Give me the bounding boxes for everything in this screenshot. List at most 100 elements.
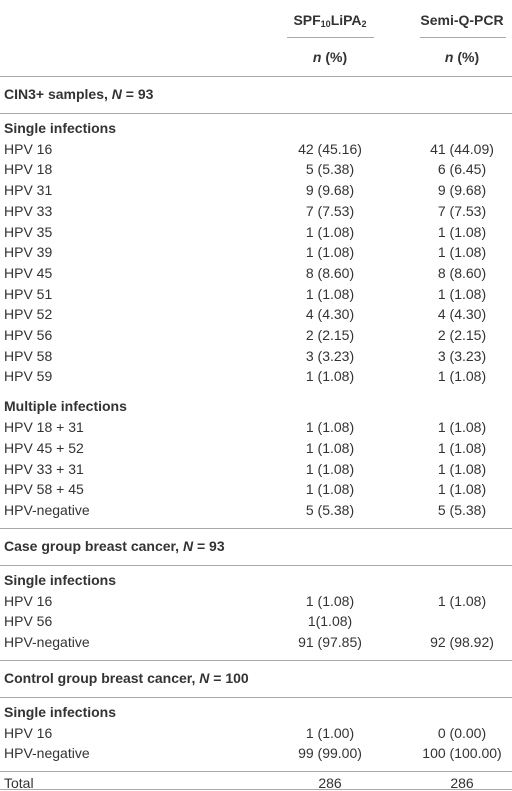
cell: 1 (1.08) <box>305 419 355 436</box>
rule-line <box>0 113 512 114</box>
unit-part: n <box>312 49 322 65</box>
row-label: HPV-negative <box>4 745 90 762</box>
row-label: HPV 56 <box>4 327 53 343</box>
cell: 41 (44.09) <box>430 140 494 157</box>
unit-header: n (%) <box>313 49 347 65</box>
cell: 1 (1.08) <box>437 285 487 302</box>
title-part: = 93 <box>121 86 154 102</box>
cell: 1 (1.08) <box>305 368 355 385</box>
row-label: HPV 45 <box>4 264 53 281</box>
cell: 2 (2.15) <box>305 327 355 343</box>
cell: 5 (5.38) <box>305 501 355 518</box>
cell: 5 (5.38) <box>437 501 487 518</box>
cell: 1 (1.08) <box>437 481 487 498</box>
cell: 7 (7.53) <box>437 202 487 219</box>
row-label: HPV 31 <box>4 182 53 199</box>
cell: 100 (100.00) <box>422 745 502 762</box>
rule-line <box>0 76 512 77</box>
cell: 4 (4.30) <box>305 306 355 323</box>
cell: 286 <box>450 775 474 791</box>
section-title: Case group breast cancer, N = 93 <box>4 538 225 554</box>
unit-part: n <box>444 49 454 65</box>
rule-line <box>0 564 512 566</box>
rule-line <box>0 660 512 661</box>
row-label: HPV 16 <box>4 724 53 741</box>
cell: 42 (45.16) <box>298 140 362 157</box>
cell: 9 (9.68) <box>305 182 355 199</box>
rule-line <box>420 37 506 38</box>
row-label: HPV 45 + 52 <box>4 439 84 456</box>
cell: 1 (1.08) <box>437 592 487 609</box>
group-title: Single infections <box>4 571 117 588</box>
cell: 1 (1.08) <box>437 439 487 456</box>
cell: 6 (6.45) <box>437 161 487 178</box>
cell: 9 (9.68) <box>437 182 487 199</box>
row-label: HPV 16 <box>4 140 53 157</box>
cell: 1 (1.08) <box>437 368 487 385</box>
row-label: HPV 18 + 31 <box>4 419 84 436</box>
row-label: HPV 33 <box>4 202 53 219</box>
cell: 7 (7.53) <box>305 202 355 219</box>
title-part: N <box>182 537 194 554</box>
section-title: Control group breast cancer, N = 100 <box>4 670 249 686</box>
row-label: HPV 58 <box>4 347 53 364</box>
cell: 1 (1.08) <box>437 223 487 240</box>
row-label: HPV-negative <box>4 634 90 650</box>
title-part: N <box>199 670 210 686</box>
title-part: CIN3+ samples, <box>4 86 112 102</box>
rule-line <box>0 697 512 698</box>
cell: 92 (98.92) <box>430 634 494 650</box>
unit-part: (%) <box>325 49 348 65</box>
row-label: HPV 59 <box>4 368 53 385</box>
row-label: HPV 52 <box>4 306 53 323</box>
cell: 8 (8.60) <box>305 264 355 281</box>
row-label: HPV-negative <box>4 501 90 518</box>
title-part: N <box>111 86 122 102</box>
rule-line <box>0 527 512 529</box>
column-header: Semi-Q-PCR <box>420 12 504 28</box>
cell: 1(1.08) <box>307 613 353 630</box>
cell: 3 (3.23) <box>437 347 487 364</box>
unit-header: n (%) <box>445 49 479 65</box>
group-title: Single infections <box>4 120 117 136</box>
section-title: CIN3+ samples, N = 93 <box>4 86 153 102</box>
row-label: HPV 35 <box>4 223 53 240</box>
cell: 1 (1.08) <box>305 285 355 302</box>
row-label: HPV 16 <box>4 592 53 609</box>
title-part: Case group breast cancer, <box>4 537 183 554</box>
header-part: 2 <box>361 19 367 29</box>
cell: 5 (5.38) <box>305 161 355 178</box>
cell: 4 (4.30) <box>437 306 487 323</box>
row-label: HPV 33 + 31 <box>4 460 84 477</box>
title-part: Control group breast cancer, <box>4 670 200 686</box>
cell: 8 (8.60) <box>437 264 487 281</box>
cell: 0 (0.00) <box>437 724 487 741</box>
header-part: SPF <box>293 12 321 28</box>
cell: 1 (1.08) <box>305 460 355 477</box>
row-label: HPV 39 <box>4 244 53 261</box>
cell: 1 (1.08) <box>305 223 355 240</box>
rule-line <box>287 37 374 38</box>
cell: 286 <box>318 775 342 791</box>
row-label: HPV 58 + 45 <box>4 481 84 498</box>
cell: 99 (99.00) <box>298 745 362 762</box>
column-header: SPF10LiPA2 <box>293 12 367 29</box>
cell: 1 (1.08) <box>305 481 355 498</box>
rule-line <box>0 771 512 773</box>
cell: 1 (1.08) <box>437 460 487 477</box>
header-part: 10 <box>320 19 331 29</box>
cell: 3 (3.23) <box>305 347 355 364</box>
cell: 1 (1.08) <box>305 244 355 261</box>
unit-part: (%) <box>457 49 480 65</box>
row-label: HPV 18 <box>4 161 53 178</box>
row-label: HPV 51 <box>4 285 53 302</box>
cell: 1 (1.00) <box>305 724 355 741</box>
title-part: = 100 <box>209 670 249 686</box>
cell: 1 (1.08) <box>437 419 487 436</box>
cell: 1 (1.08) <box>437 244 487 261</box>
group-title: Single infections <box>4 704 117 720</box>
cell: 1 (1.08) <box>305 592 355 609</box>
row-label: Total <box>4 775 34 791</box>
title-part: = 93 <box>193 537 225 554</box>
